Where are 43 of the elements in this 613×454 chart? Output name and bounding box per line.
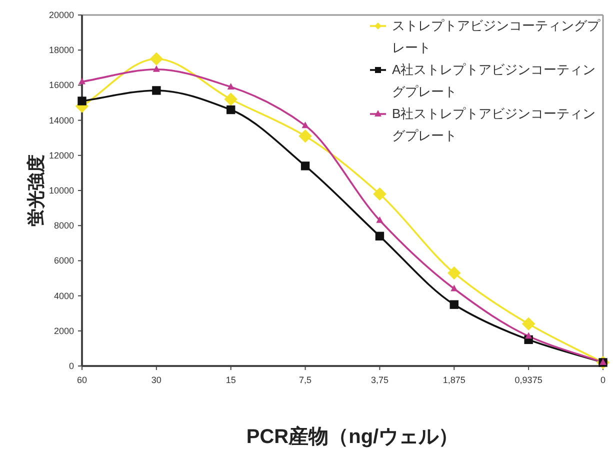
point: [300, 162, 310, 170]
point: [227, 82, 234, 90]
x-tick-label: 0,9375: [514, 375, 542, 385]
point: [375, 232, 384, 240]
x-tick-label: 15: [226, 375, 236, 385]
point: [447, 266, 461, 280]
y-tick-label: 14000: [48, 115, 74, 126]
y-tick-label: 8000: [54, 220, 74, 231]
y-tick-label: 6000: [54, 256, 74, 266]
point: [450, 300, 458, 309]
y-tick-label: 12000: [48, 150, 74, 160]
point: [224, 92, 238, 106]
y-tick-label: 4000: [54, 290, 74, 301]
point: [522, 317, 536, 331]
legend-label: A社ストレプトアビジンコーティングプレート: [392, 62, 596, 99]
x-tick-label: 0: [600, 375, 606, 385]
point: [373, 187, 386, 201]
legend-label: B社ストレプトアビジンコーティングプレート: [392, 106, 596, 143]
y-axis-title: 蛍光強度: [26, 154, 46, 226]
y-tick-label: 20000: [48, 10, 74, 20]
x-tick-label: 3,75: [370, 375, 388, 385]
point: [152, 86, 161, 95]
y-tick-label: 18000: [48, 45, 74, 56]
point: [150, 52, 164, 66]
point: [78, 78, 86, 84]
point: [525, 332, 532, 339]
x-tick-label: 30: [151, 375, 162, 385]
y-tick-label: 16000: [48, 80, 74, 90]
y-tick-label: 10000: [48, 186, 74, 196]
y-tick-label: 2000: [54, 326, 74, 336]
point: [152, 65, 160, 72]
x-tick-label: 7,5: [299, 375, 312, 385]
point: [302, 122, 309, 128]
point: [450, 284, 458, 292]
x-tick-label: 1,875: [442, 375, 466, 385]
point: [298, 129, 312, 143]
x-axis-title: PCR産物（ng/ウェル）: [246, 425, 459, 448]
y-tick-label: 0: [68, 361, 74, 371]
point: [226, 105, 236, 114]
point: [376, 216, 384, 223]
point: [78, 96, 86, 106]
legend-label: ストレプトアビジンコーティングプレート: [392, 18, 601, 55]
x-tick-label: 60: [76, 375, 88, 385]
